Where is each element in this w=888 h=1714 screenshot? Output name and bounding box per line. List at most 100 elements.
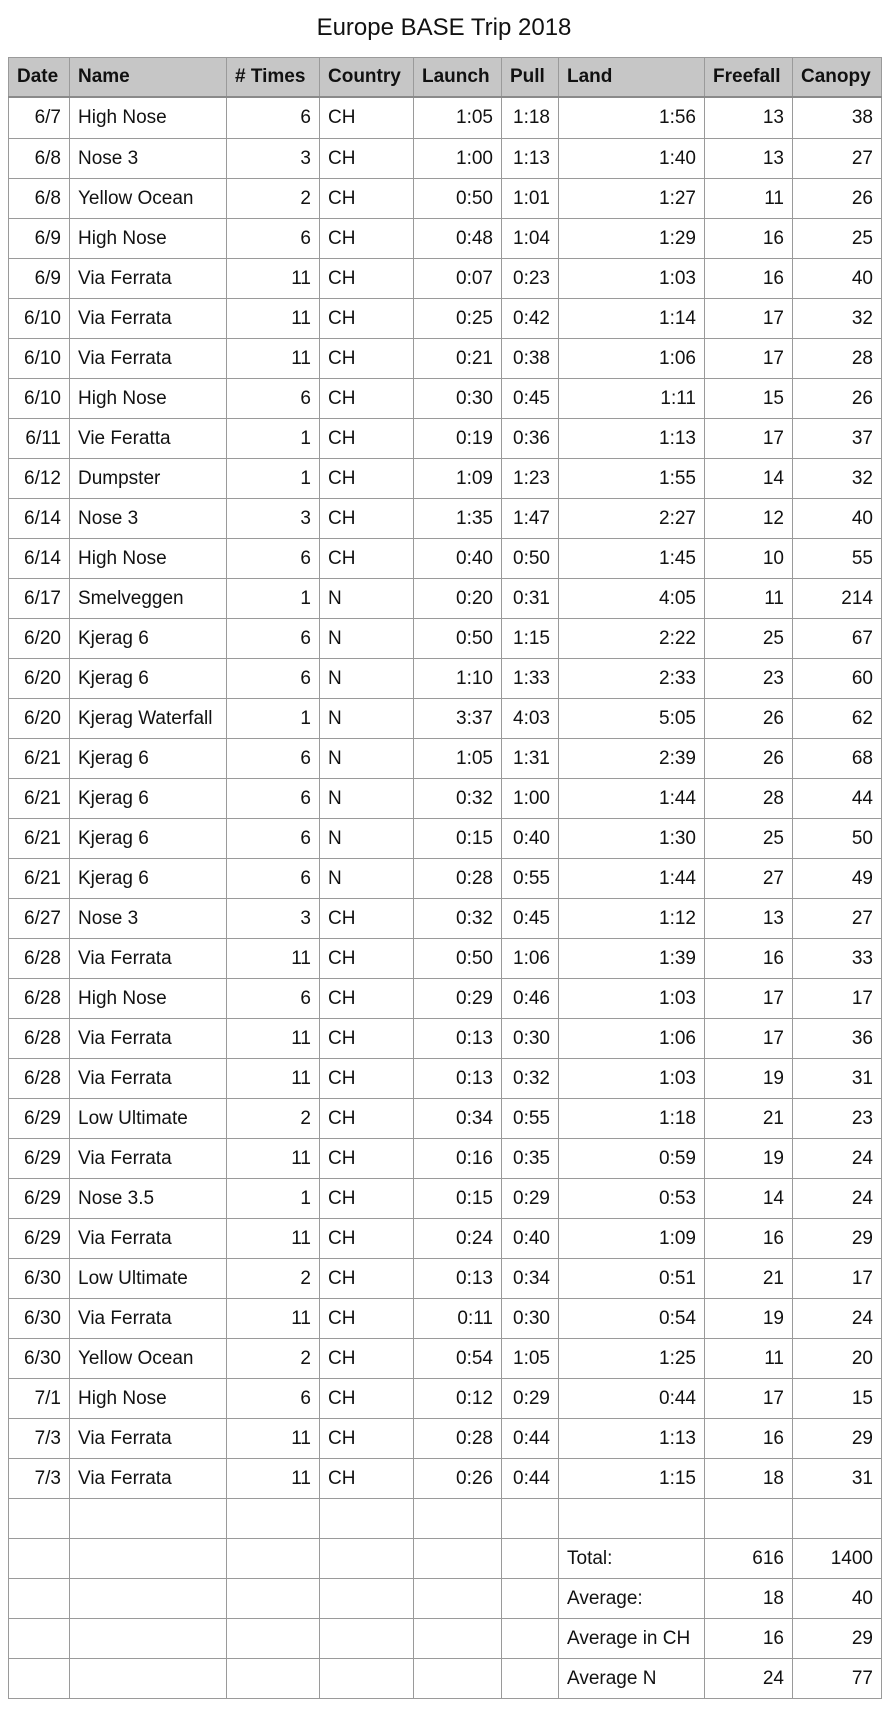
cell-country[interactable]: CH: [319, 96, 414, 139]
cell-country[interactable]: N: [319, 858, 414, 899]
cell-land[interactable]: 5:05: [558, 698, 705, 739]
cell-canopy[interactable]: 29: [792, 1418, 882, 1459]
cell-times[interactable]: 6: [226, 978, 320, 1019]
cell-date[interactable]: 6/21: [8, 778, 70, 819]
cell-launch[interactable]: 1:00: [413, 138, 502, 179]
cell-times[interactable]: 11: [226, 1298, 320, 1339]
cell-times[interactable]: 11: [226, 938, 320, 979]
cell-canopy[interactable]: 37: [792, 418, 882, 459]
column-header-canopy[interactable]: Canopy: [792, 57, 882, 98]
cell-name[interactable]: Nose 3: [69, 498, 227, 539]
cell-name[interactable]: High Nose: [69, 978, 227, 1019]
cell-country[interactable]: N: [319, 698, 414, 739]
cell-launch[interactable]: 0:28: [413, 858, 502, 899]
cell-date[interactable]: 6/8: [8, 138, 70, 179]
cell-launch[interactable]: 0:25: [413, 298, 502, 339]
cell-launch[interactable]: 0:12: [413, 1378, 502, 1419]
cell-name[interactable]: Via Ferrata: [69, 1458, 227, 1499]
cell-times[interactable]: 11: [226, 1418, 320, 1459]
cell-country[interactable]: CH: [319, 218, 414, 259]
cell-pull[interactable]: 0:40: [501, 818, 559, 859]
cell-date[interactable]: 6/10: [8, 298, 70, 339]
cell-freefall[interactable]: 13: [704, 898, 793, 939]
cell-canopy[interactable]: 31: [792, 1058, 882, 1099]
cell-date[interactable]: 6/9: [8, 218, 70, 259]
cell-empty[interactable]: [69, 1658, 227, 1699]
cell-times[interactable]: 6: [226, 1378, 320, 1419]
cell-freefall[interactable]: 23: [704, 658, 793, 699]
cell-pull[interactable]: 0:36: [501, 418, 559, 459]
cell-canopy[interactable]: 28: [792, 338, 882, 379]
column-header-times[interactable]: # Times: [226, 57, 320, 98]
cell-canopy[interactable]: 31: [792, 1458, 882, 1499]
column-header-country[interactable]: Country: [319, 57, 414, 98]
cell-times[interactable]: 6: [226, 658, 320, 699]
cell-land[interactable]: 1:29: [558, 218, 705, 259]
cell-launch[interactable]: 1:05: [413, 96, 502, 139]
cell-canopy[interactable]: 36: [792, 1018, 882, 1059]
cell-freefall[interactable]: 16: [704, 1218, 793, 1259]
cell-empty[interactable]: [501, 1538, 559, 1579]
cell-launch[interactable]: 0:34: [413, 1098, 502, 1139]
cell-launch[interactable]: 0:11: [413, 1298, 502, 1339]
cell-empty[interactable]: [319, 1578, 414, 1619]
cell-times[interactable]: 3: [226, 138, 320, 179]
cell-empty[interactable]: [226, 1498, 320, 1539]
cell-date[interactable]: 6/30: [8, 1258, 70, 1299]
cell-times[interactable]: 11: [226, 1218, 320, 1259]
cell-canopy[interactable]: 27: [792, 898, 882, 939]
cell-canopy[interactable]: 27: [792, 138, 882, 179]
cell-name[interactable]: Via Ferrata: [69, 298, 227, 339]
cell-times[interactable]: 11: [226, 1458, 320, 1499]
cell-land[interactable]: 1:09: [558, 1218, 705, 1259]
cell-name[interactable]: High Nose: [69, 1378, 227, 1419]
cell-times[interactable]: 6: [226, 378, 320, 419]
cell-country[interactable]: CH: [319, 938, 414, 979]
cell-launch[interactable]: 0:13: [413, 1018, 502, 1059]
cell-times[interactable]: 1: [226, 578, 320, 619]
cell-launch[interactable]: 0:48: [413, 218, 502, 259]
cell-canopy[interactable]: 32: [792, 458, 882, 499]
cell-land[interactable]: 1:03: [558, 1058, 705, 1099]
cell-empty[interactable]: [8, 1578, 70, 1619]
cell-freefall[interactable]: 12: [704, 498, 793, 539]
cell-pull[interactable]: 1:23: [501, 458, 559, 499]
cell-date[interactable]: 6/12: [8, 458, 70, 499]
cell-land[interactable]: 1:44: [558, 858, 705, 899]
cell-empty[interactable]: [8, 1658, 70, 1699]
cell-empty[interactable]: [319, 1658, 414, 1699]
cell-land[interactable]: 1:25: [558, 1338, 705, 1379]
cell-name[interactable]: Kjerag Waterfall: [69, 698, 227, 739]
cell-name[interactable]: Kjerag 6: [69, 778, 227, 819]
cell-launch[interactable]: 0:13: [413, 1058, 502, 1099]
cell-empty[interactable]: [69, 1578, 227, 1619]
cell-times[interactable]: 2: [226, 178, 320, 219]
cell-canopy[interactable]: 33: [792, 938, 882, 979]
cell-times[interactable]: 11: [226, 1018, 320, 1059]
cell-launch[interactable]: 0:29: [413, 978, 502, 1019]
cell-date[interactable]: 6/28: [8, 1058, 70, 1099]
cell-empty[interactable]: [501, 1658, 559, 1699]
cell-empty[interactable]: [226, 1658, 320, 1699]
cell-times[interactable]: 6: [226, 738, 320, 779]
cell-freefall[interactable]: 13: [704, 96, 793, 139]
cell-name[interactable]: Via Ferrata: [69, 1298, 227, 1339]
cell-freefall[interactable]: 17: [704, 1018, 793, 1059]
cell-pull[interactable]: 1:01: [501, 178, 559, 219]
column-header-launch[interactable]: Launch: [413, 57, 502, 98]
cell-times[interactable]: 6: [226, 618, 320, 659]
summary-label[interactable]: Average in CH: [558, 1618, 705, 1659]
cell-launch[interactable]: 0:20: [413, 578, 502, 619]
cell-times[interactable]: 3: [226, 498, 320, 539]
cell-freefall[interactable]: 11: [704, 1338, 793, 1379]
cell-land[interactable]: 0:54: [558, 1298, 705, 1339]
cell-freefall[interactable]: 14: [704, 458, 793, 499]
cell-land[interactable]: 1:13: [558, 1418, 705, 1459]
cell-country[interactable]: CH: [319, 338, 414, 379]
cell-date[interactable]: 6/14: [8, 538, 70, 579]
cell-pull[interactable]: 0:45: [501, 898, 559, 939]
cell-country[interactable]: CH: [319, 458, 414, 499]
cell-country[interactable]: CH: [319, 1338, 414, 1379]
cell-freefall[interactable]: 25: [704, 618, 793, 659]
cell-empty[interactable]: [226, 1578, 320, 1619]
